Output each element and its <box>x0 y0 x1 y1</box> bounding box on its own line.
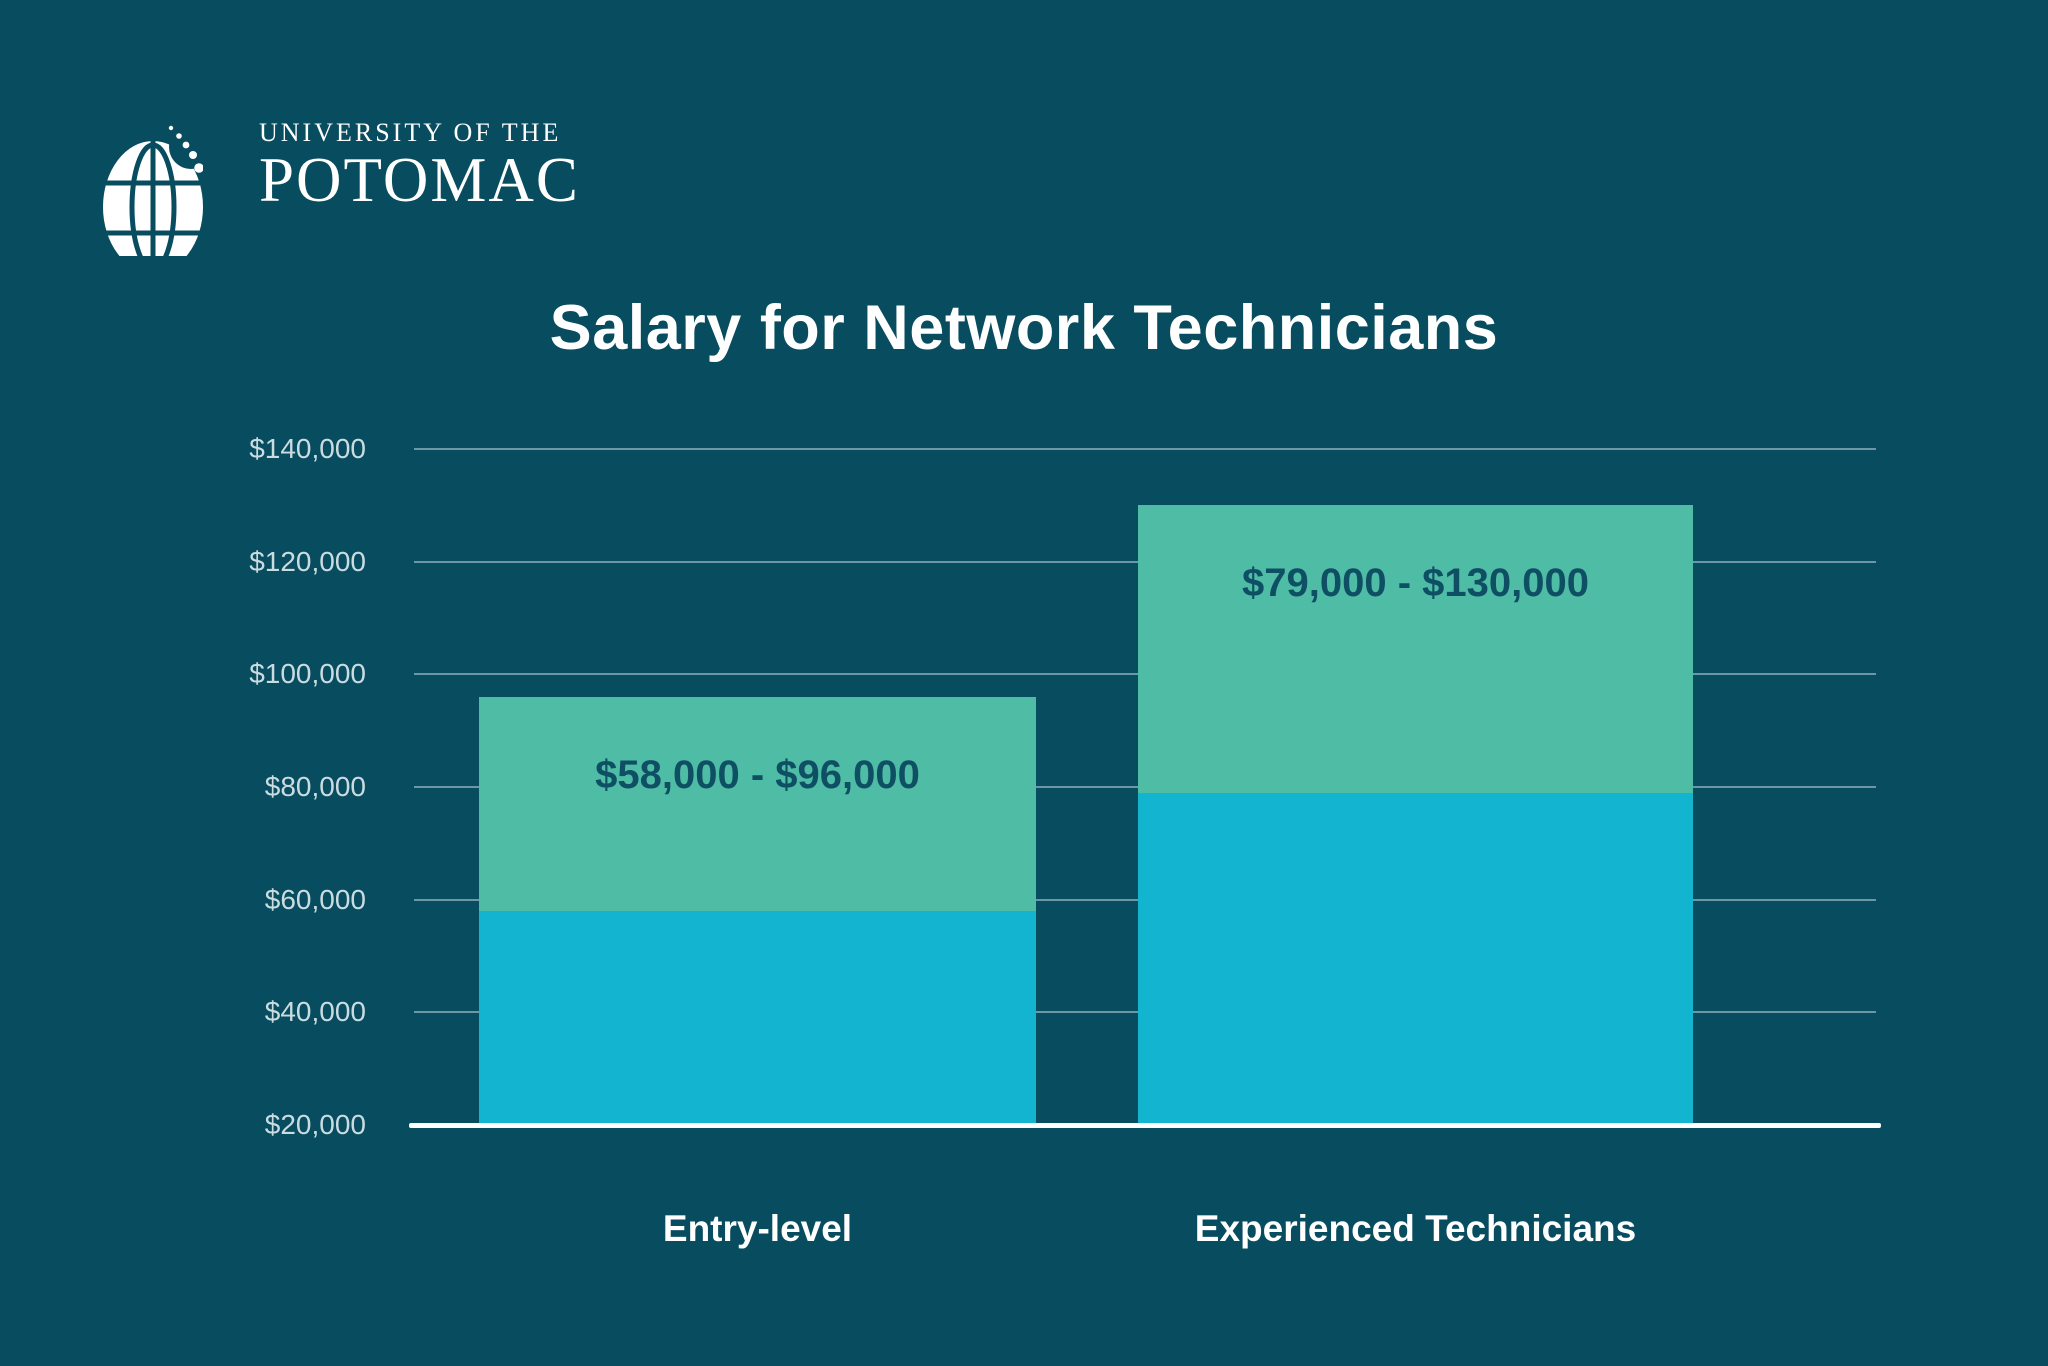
bar-range-label: $79,000 - $130,000 <box>1242 561 1589 606</box>
bar-segment-upper <box>479 696 1036 911</box>
gridline <box>414 448 1876 450</box>
chart-title: Salary for Network Technicians <box>549 293 1499 363</box>
y-axis-tick-label: $140,000 <box>249 433 366 464</box>
x-axis-category-label: Entry-level <box>662 1208 853 1249</box>
x-axis-baseline <box>409 1123 1881 1128</box>
bar-segment-lower <box>1138 792 1693 1125</box>
university-logo-text: UNIVERSITY OF THE POTOMAC <box>259 110 580 212</box>
y-axis-tick-label: $20,000 <box>264 1109 366 1140</box>
logo-line-university-of-the: UNIVERSITY OF THE <box>259 118 562 147</box>
bar-segment-lower <box>479 910 1036 1125</box>
globe-icon <box>103 125 203 256</box>
y-axis-tick-label: $100,000 <box>249 658 366 690</box>
university-logo: UNIVERSITY OF THE POTOMAC <box>103 110 580 256</box>
logo-line-potomac: POTOMAC <box>259 145 580 215</box>
x-axis-category-label: Experienced Technicians <box>1194 1208 1637 1249</box>
y-axis-tick-label: $60,000 <box>264 883 366 915</box>
y-axis-tick-label: $40,000 <box>264 996 366 1028</box>
y-axis-tick-label: $80,000 <box>264 771 366 802</box>
globe-dots-icon <box>168 125 203 173</box>
y-axis-tick-label: $120,000 <box>249 545 366 577</box>
bar-range-label: $58,000 - $96,000 <box>595 752 920 797</box>
bar-segment-upper <box>1138 505 1693 793</box>
